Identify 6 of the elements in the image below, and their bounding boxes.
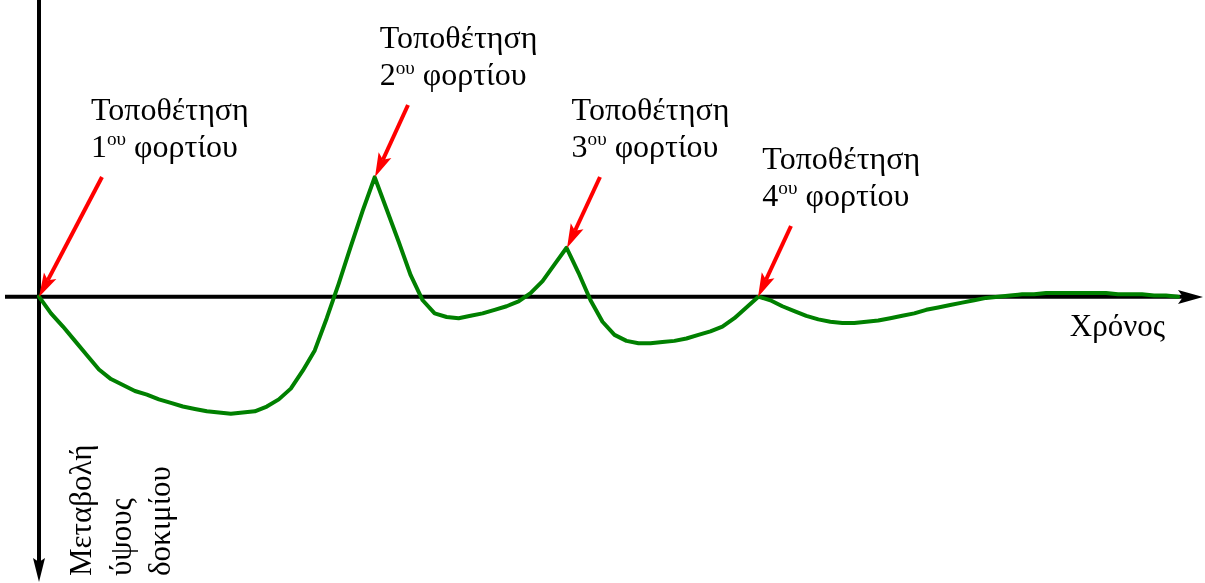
y-axis-title: Μεταβολή ύψους δοκιμίου [62,443,178,576]
annotation: Τοποθέτηση 4$^{ου}$ φορτίου [762,139,922,214]
text: Τοποθέτηση 3$^{ου}$ φορτίου [571,90,731,165]
text: Τοποθέτηση 1$^{ου}$ φορτίου [91,90,250,165]
x-axis-title: Χρόνος [1069,306,1165,344]
text: Τοποθέτηση 2$^{ου}$ φορτίου [379,19,539,94]
